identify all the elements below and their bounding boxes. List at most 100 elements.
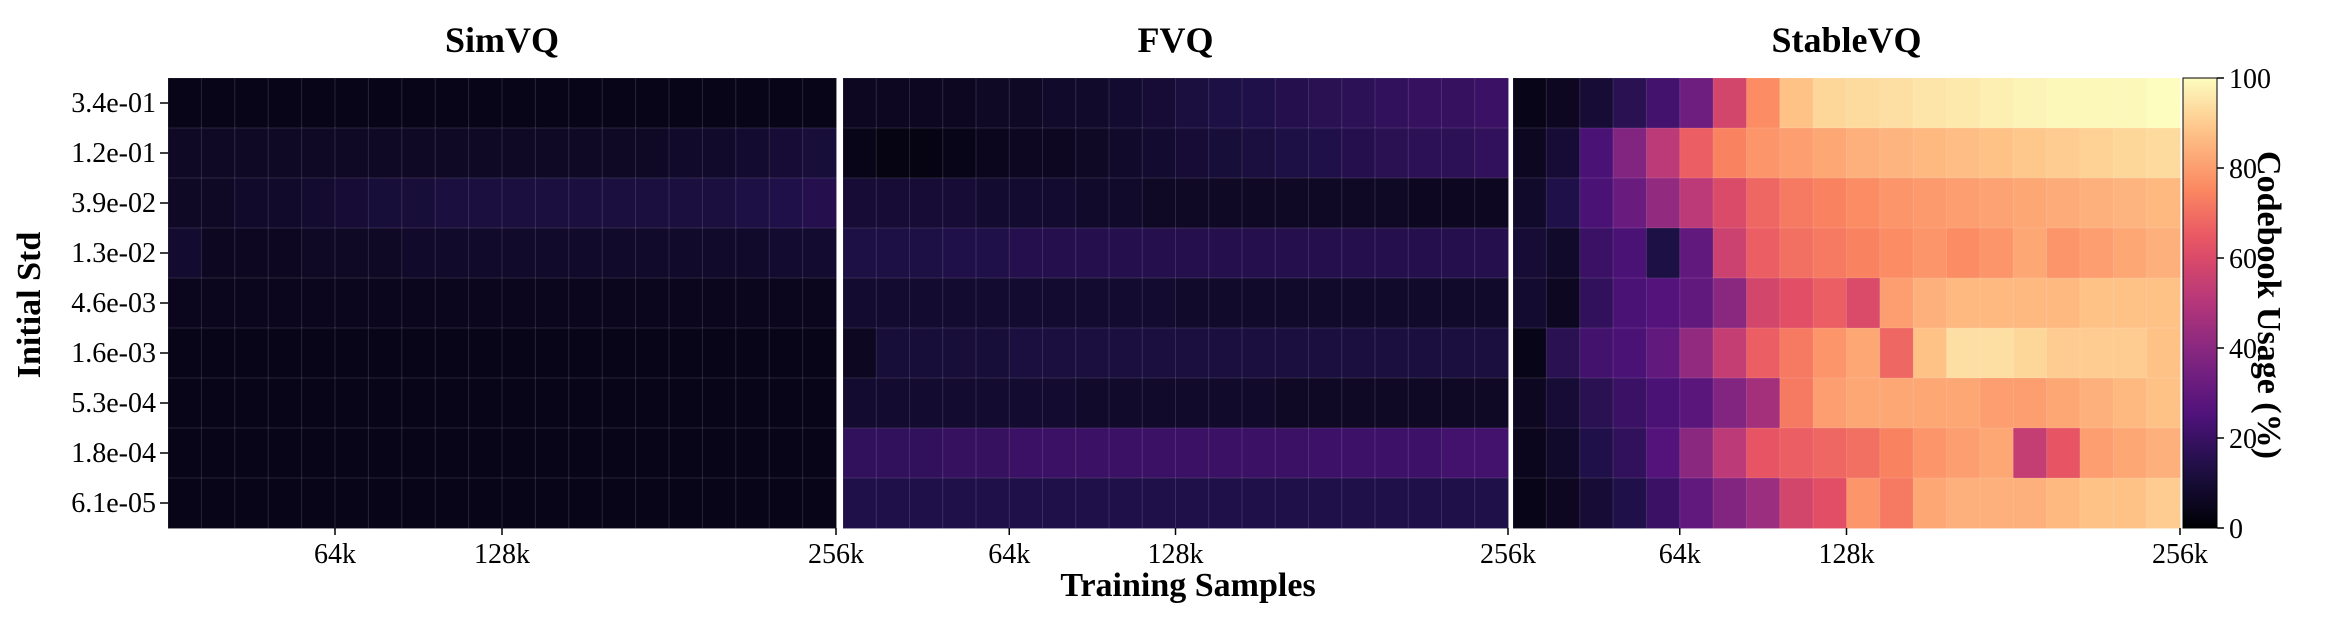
heatmap-cell	[1241, 477, 1277, 529]
heatmap-cell	[768, 477, 804, 529]
heatmap-cell	[1441, 377, 1476, 429]
heatmap-cell	[434, 177, 470, 229]
heatmap-cell	[1474, 227, 1509, 279]
heatmap-cell	[1712, 127, 1748, 179]
heatmap-cell	[234, 77, 270, 129]
heatmap-cell	[735, 377, 771, 429]
heatmap-cell	[1779, 377, 1815, 429]
heatmap-panel-0: SimVQ 64k 128k 256k	[167, 20, 864, 570]
heatmap-cell	[568, 277, 604, 329]
heatmap-cell	[2146, 327, 2181, 379]
heatmap-cell	[1042, 277, 1077, 329]
heatmap-cell	[301, 127, 337, 179]
heatmap-cell	[909, 327, 944, 379]
heatmap-cell	[301, 177, 337, 229]
heatmap-cell	[2112, 127, 2148, 179]
heatmap-cell	[1846, 427, 1881, 479]
heatmap-cell	[1512, 77, 1548, 129]
heatmap-cell	[1141, 427, 1177, 479]
heatmap-cell	[2012, 327, 2048, 379]
heatmap-cell	[1241, 177, 1277, 229]
heatmap-cell	[1341, 127, 1376, 179]
heatmap-cell	[601, 227, 637, 279]
heatmap-cell	[1579, 227, 1615, 279]
heatmap-cell	[1645, 427, 1681, 479]
heatmap-cell	[468, 377, 504, 429]
heatmap-cell	[1779, 327, 1815, 379]
heatmap-cell	[1274, 327, 1310, 379]
heatmap-cell	[2046, 377, 2081, 429]
heatmap-cell	[635, 377, 670, 429]
y-tick-labels: 3.4e-01 1.2e-01 3.9e-02 1.3e-02 4.6e-03 1.6e-…	[71, 88, 168, 519]
heatmap-cell	[2112, 177, 2148, 229]
heatmap-cell	[1979, 327, 2015, 379]
colorbar-tick-label: 80	[2229, 154, 2257, 185]
heatmap-cell	[401, 427, 437, 479]
heatmap-cell	[534, 427, 570, 479]
heatmap-cell	[1979, 227, 2015, 279]
heatmap-cell	[701, 127, 737, 179]
heatmap-cell	[701, 427, 737, 479]
colorbar-tick-label: 60	[2229, 244, 2257, 275]
heatmap-cell	[2046, 477, 2081, 529]
heatmap-cell	[1241, 427, 1277, 479]
heatmap-cell	[1579, 477, 1615, 529]
heatmap-cell	[768, 227, 804, 279]
heatmap-cell	[1241, 377, 1277, 429]
heatmap-cell	[1779, 127, 1815, 179]
heatmap-cell	[1141, 377, 1177, 429]
heatmap-cell	[334, 377, 370, 429]
heatmap-cell	[468, 127, 504, 179]
heatmap-cell	[2146, 227, 2181, 279]
heatmap-cell	[1979, 127, 2015, 179]
heatmap-cell	[635, 477, 670, 529]
heatmap-cell	[1612, 427, 1648, 479]
heatmap-cell	[1812, 277, 1848, 329]
heatmap-cell	[875, 177, 911, 229]
heatmap-panel-2: StableVQ 64k 128k 256k	[1512, 20, 2208, 570]
heatmap-cell	[1846, 277, 1881, 329]
heatmap-cell	[942, 377, 977, 429]
heatmap-cell	[1141, 127, 1177, 179]
heatmap-cell	[1075, 377, 1110, 429]
heatmap-cell	[942, 127, 977, 179]
heatmap-cell	[668, 127, 704, 179]
heatmap-cell	[301, 277, 337, 329]
heatmap-cell	[1912, 77, 1948, 129]
heatmap-cell	[200, 277, 236, 329]
heatmap-cell	[1912, 327, 1948, 379]
heatmap-cell	[1679, 377, 1715, 429]
colorbar: 0 20 40 60 80 100	[2182, 64, 2271, 545]
heatmap-cell	[434, 227, 470, 279]
heatmap-cell	[1879, 177, 1915, 229]
heatmap-cell	[1712, 427, 1748, 479]
heatmap-cell	[1645, 177, 1681, 229]
heatmap-cell	[1745, 127, 1781, 179]
heatmap-cell	[1545, 277, 1581, 329]
heatmap-cell	[1545, 77, 1581, 129]
heatmap-cell	[200, 177, 236, 229]
heatmap-cell	[1208, 327, 1243, 379]
heatmap-cell	[1141, 177, 1177, 229]
heatmap-cell	[975, 177, 1011, 229]
heatmap-cell	[909, 227, 944, 279]
heatmap-cell	[975, 77, 1011, 129]
heatmap-cell	[735, 427, 771, 479]
heatmap-cell	[735, 327, 771, 379]
heatmap-cell	[1208, 427, 1243, 479]
heatmap-cell	[1979, 177, 2015, 229]
heatmap-cell	[942, 277, 977, 329]
heatmap-cell	[2046, 427, 2081, 479]
heatmap-cell	[1846, 377, 1881, 429]
heatmap-cell	[1645, 77, 1681, 129]
heatmap-cell	[367, 177, 403, 229]
heatmap-cell	[501, 327, 537, 379]
heatmap-cell	[1545, 177, 1581, 229]
heatmap-cell	[1175, 177, 1210, 229]
heatmap-cell	[167, 127, 203, 179]
heatmap-cell	[1308, 427, 1343, 479]
heatmap-cell	[200, 377, 236, 429]
heatmap-cell	[1108, 327, 1144, 379]
heatmap-cell	[401, 127, 437, 179]
